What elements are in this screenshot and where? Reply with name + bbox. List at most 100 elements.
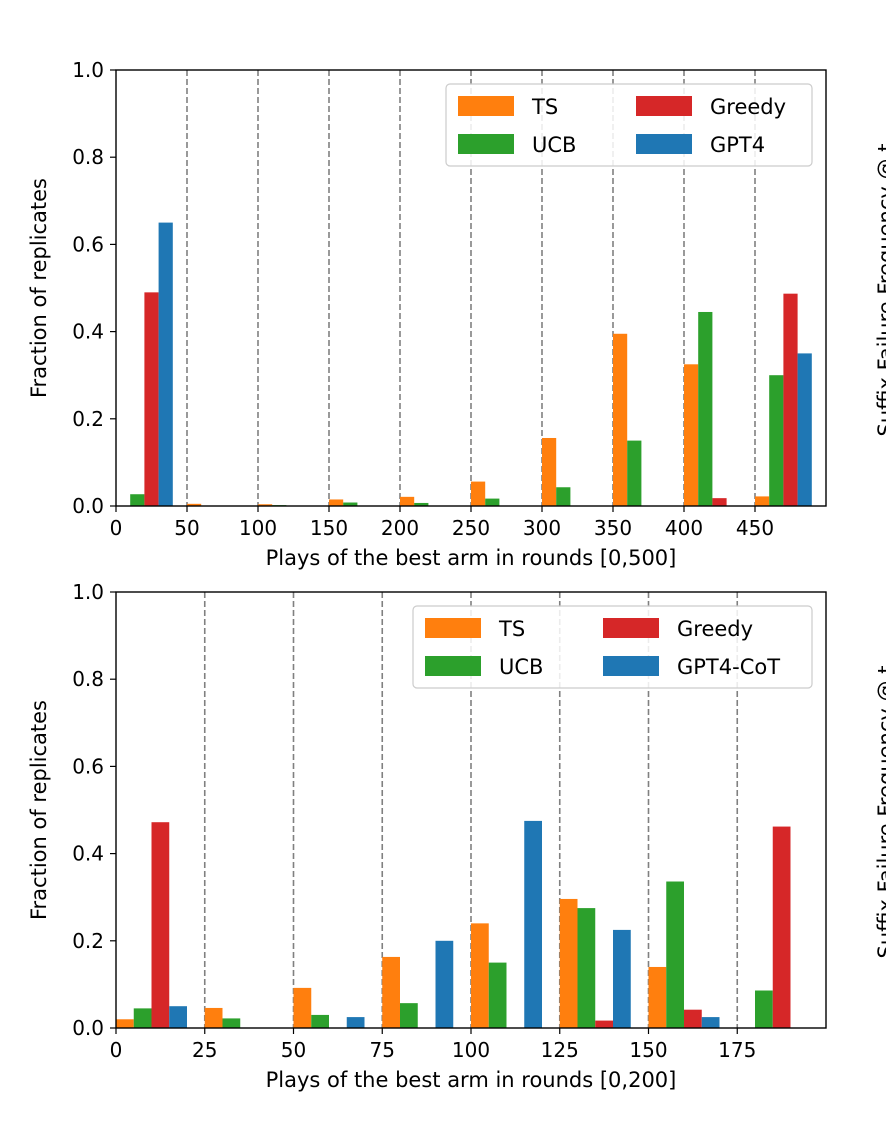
panel2-right-edge-label: Suffix Failure Frequency @ t [874, 666, 886, 959]
panel1-bar-ucb [769, 375, 784, 506]
panel2-bar-greedy [772, 826, 791, 1028]
panel2-bar-gpt4-cot [524, 820, 542, 1028]
panel2-xtick-label: 25 [192, 1038, 217, 1062]
panel2-bar-greedy [151, 822, 170, 1028]
panel1-legend-swatch-greedy [636, 96, 692, 116]
panel1-xtick-label: 50 [174, 516, 199, 540]
panel2-bar-ucb [222, 1018, 241, 1028]
panel1-ytick-label: 0.2 [72, 407, 104, 431]
panel1-xtick-label: 200 [381, 516, 419, 540]
panel2-bar-ucb [133, 1008, 152, 1028]
panel1-bar-greedy [783, 293, 798, 506]
panel2-xtick-label: 175 [718, 1038, 756, 1062]
panel1-ytick-label: 0.6 [72, 232, 104, 256]
panel2-ytick-label: 0.8 [72, 667, 104, 691]
panel1-legend-label-ts: TS [531, 95, 558, 119]
panel2-legend-swatch-ucb [425, 656, 481, 676]
panel2-bar-ucb [488, 962, 507, 1028]
panel2-bar-greedy [684, 1009, 702, 1028]
panel2-bar-ucb [666, 881, 684, 1028]
panel1-bar-ts [400, 496, 415, 506]
panel1-bar-gpt4 [797, 353, 812, 506]
panel1-xtick-label: 250 [452, 516, 490, 540]
panel1-xtick-label: 150 [310, 516, 348, 540]
panel1-ytick-label: 0.4 [72, 320, 104, 344]
panel2-legend-label-greedy: Greedy [677, 617, 753, 641]
panel2-bar-ucb [400, 1003, 418, 1028]
panel2-ytick-label: 0.2 [72, 929, 104, 953]
panel2-bar-greedy [595, 1020, 613, 1028]
panel1-xtick-label: 100 [239, 516, 277, 540]
panel2-bar-ts [471, 923, 489, 1028]
panel2-bar-ts [648, 966, 667, 1028]
panel1-xtick-label: 0 [110, 516, 123, 540]
panel2-xtick-label: 150 [629, 1038, 667, 1062]
panel2-bar-gpt4-cot [613, 929, 631, 1028]
panel1-yaxis-label: Fraction of replicates [27, 178, 51, 398]
panel1-bar-ucb [556, 487, 571, 506]
panel2-bar-ts [293, 987, 312, 1028]
panel2-ytick-label: 1.0 [72, 580, 104, 604]
panel1-bar-ucb [414, 502, 429, 506]
panel2-legend-label-ts: TS [498, 617, 525, 641]
panel1-bar-ucb [485, 498, 500, 506]
panel1-xtick-label: 400 [665, 516, 703, 540]
panel1-legend-label-gpt4: GPT4 [710, 133, 765, 157]
panel1-legend-swatch-ucb [458, 134, 514, 154]
panel2-bar-ts [559, 898, 578, 1028]
panel1-bar-ts [755, 496, 770, 506]
panel2-legend-label-ucb: UCB [499, 655, 543, 679]
panel2-bar-ucb [755, 990, 773, 1028]
panel1-bar-ucb [130, 494, 145, 506]
panel1-legend-label-greedy: Greedy [710, 95, 786, 119]
panel2-xtick-label: 75 [370, 1038, 395, 1062]
panel2-legend-label-gpt4-cot: GPT4-CoT [677, 655, 780, 679]
panel2-legend-swatch-greedy [603, 618, 659, 638]
panel2-bar-ts [382, 956, 400, 1028]
panel2-bar-gpt4-cot [701, 1017, 720, 1028]
panel1-bar-ts [329, 499, 344, 506]
panel2-yaxis-label: Fraction of replicates [27, 700, 51, 920]
panel1-bar-gpt4 [158, 222, 173, 506]
panel2-bar-ucb [577, 908, 596, 1028]
panel2-legend-box [412, 605, 813, 689]
panel2-bar-ts [116, 1019, 134, 1028]
panel1-ytick-label: 0.0 [72, 494, 104, 518]
panel1-bar-ts [613, 333, 628, 506]
panel2-ytick-label: 0.0 [72, 1016, 104, 1040]
panel1-ytick-label: 0.8 [72, 145, 104, 169]
panel2-xtick-label: 100 [452, 1038, 490, 1062]
panel1-bar-ts [684, 364, 699, 506]
panel1-legend-swatch-gpt4 [636, 134, 692, 154]
panel1-legend-swatch-ts [458, 96, 514, 116]
panel1-bar-greedy [144, 292, 159, 506]
panel2-xaxis-label: Plays of the best arm in rounds [0,200] [266, 1068, 677, 1092]
panel2-bar-gpt4-cot [435, 940, 454, 1028]
panel1-xtick-label: 350 [594, 516, 632, 540]
panel2-ytick-label: 0.6 [72, 754, 104, 778]
panel1-bar-ucb [627, 440, 642, 506]
panel2-legend-swatch-ts [425, 618, 481, 638]
panel1-bar-ts [258, 504, 273, 506]
panel2-bar-ts [204, 1007, 223, 1028]
panel2-ytick-label: 0.4 [72, 842, 104, 866]
panel1-bar-ucb [343, 502, 358, 506]
panel2-xtick-label: 0 [110, 1038, 123, 1062]
panel2-bar-ucb [311, 1014, 329, 1028]
panel1-legend-box [445, 83, 813, 167]
panel1-bar-ts [542, 437, 557, 506]
panel2-xtick-label: 125 [541, 1038, 579, 1062]
panel1-xtick-label: 450 [736, 516, 774, 540]
panel1-legend-label-ucb: UCB [532, 133, 576, 157]
panel1-ytick-label: 1.0 [72, 58, 104, 82]
panel1-bar-ucb [698, 311, 713, 506]
panel2-xtick-label: 50 [281, 1038, 306, 1062]
panel2-bar-gpt4-cot [169, 1006, 187, 1028]
panel2-legend-swatch-gpt4-cot [603, 656, 659, 676]
panel2-bar-gpt4-cot [346, 1017, 365, 1028]
panel1-bar-greedy [712, 498, 727, 506]
panel1-right-edge-label: Suffix Failure Frequency @ t [874, 144, 886, 437]
panel1-bar-ts [187, 503, 202, 506]
